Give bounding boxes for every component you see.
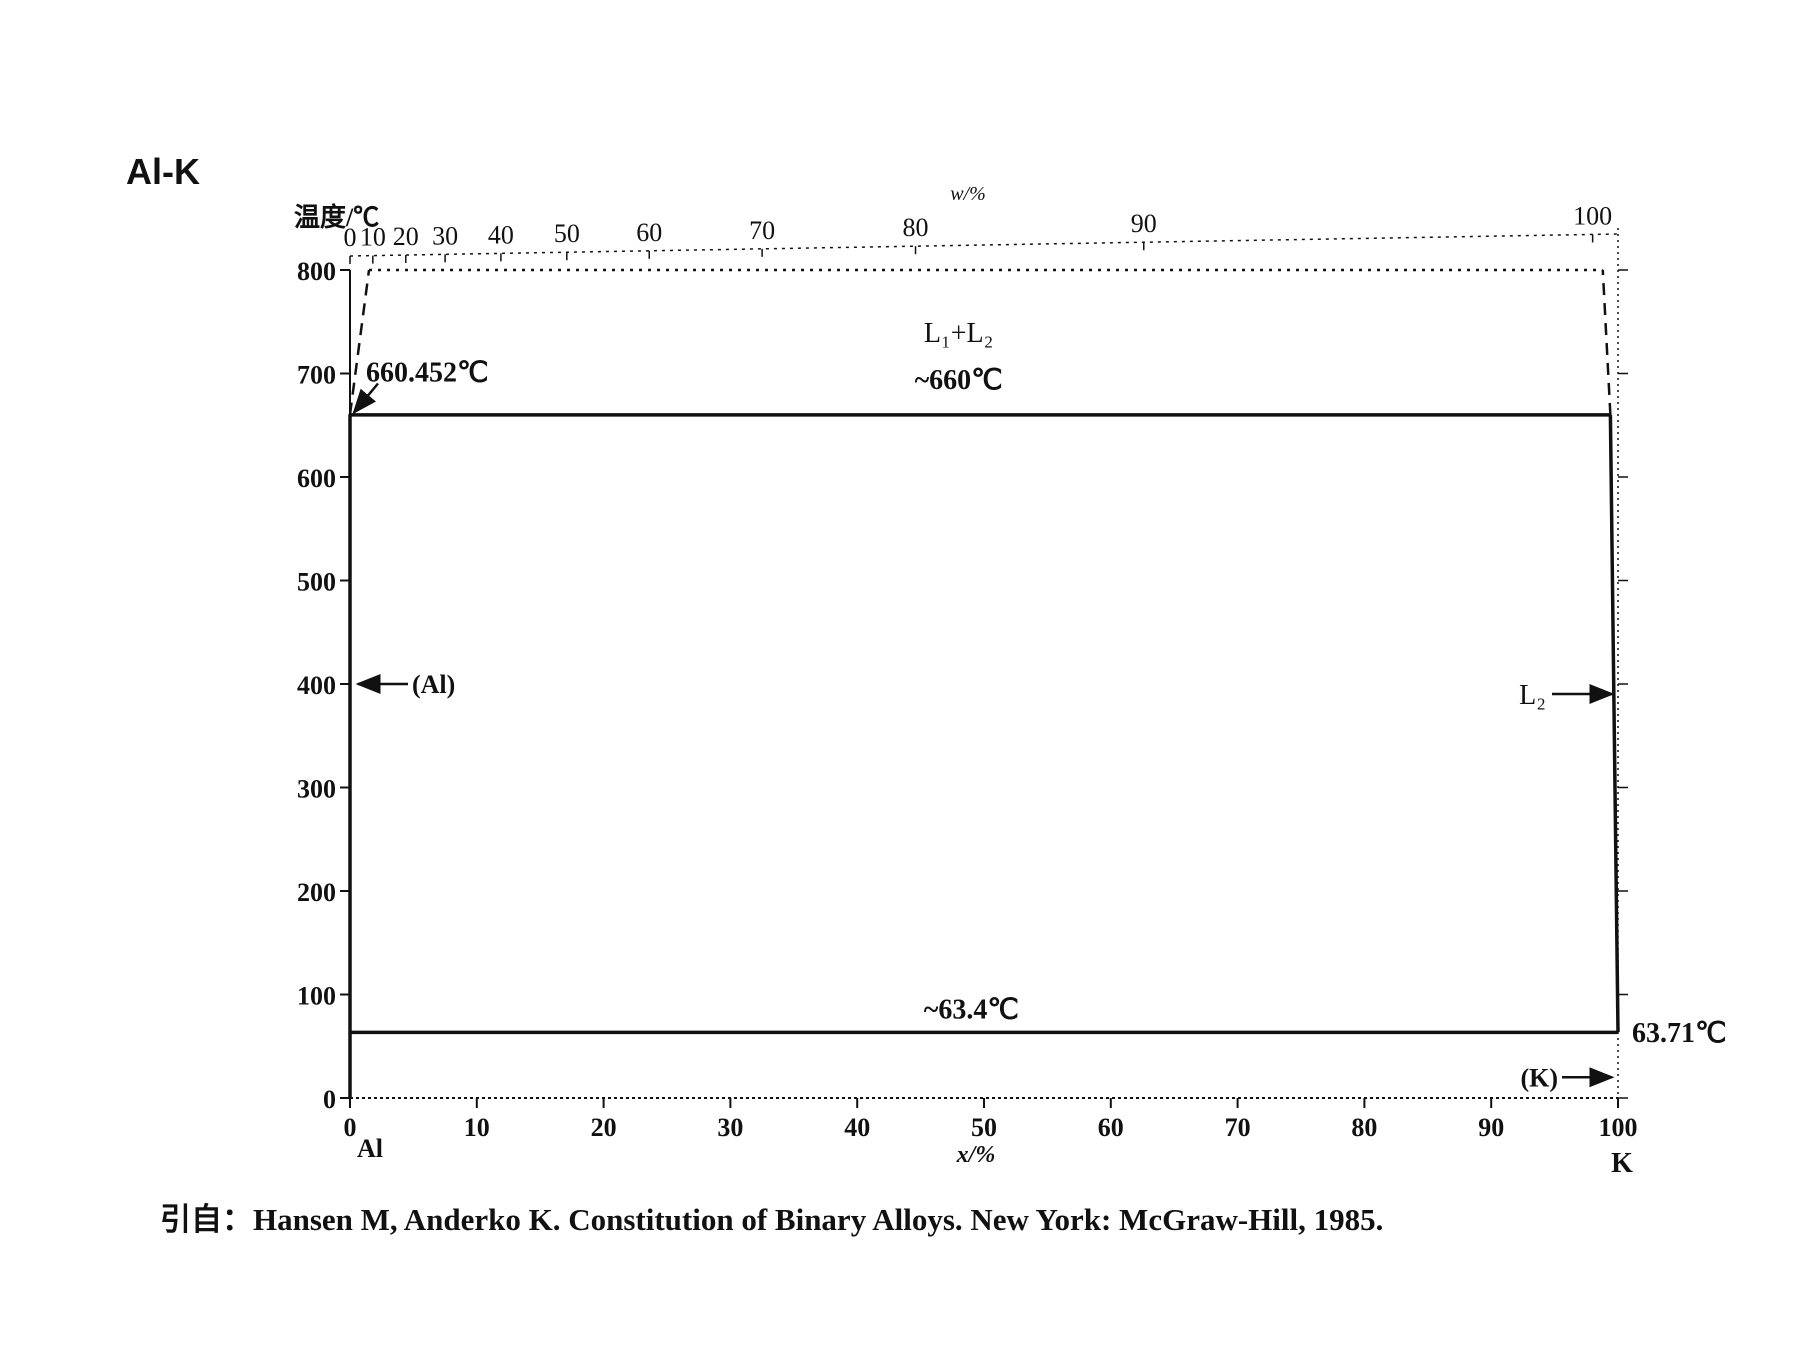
y-tick-label: 500 — [297, 568, 336, 597]
x-tick-label: 90 — [1478, 1113, 1504, 1142]
y-tick-label: 600 — [297, 464, 336, 493]
x-tick-label: 100 — [1599, 1113, 1638, 1142]
y-tick-label: 200 — [297, 878, 336, 907]
x-tick-label: 30 — [717, 1113, 743, 1142]
top-axis-line — [349, 233, 1619, 257]
y-tick-label: 800 — [297, 257, 336, 286]
top-tick-label: 10 — [360, 223, 386, 252]
annotation-arrows-group — [352, 382, 1615, 1088]
top-tick-label: 100 — [1573, 201, 1612, 230]
phase-label-k: (K) — [1520, 1063, 1558, 1092]
annotation-k-melting: 63.71℃ — [1632, 1018, 1726, 1049]
y-tick-label: 400 — [297, 671, 336, 700]
top-tick-label: 60 — [636, 218, 662, 247]
top-tick-label: 50 — [554, 219, 580, 248]
y-tick-label: 700 — [297, 361, 336, 390]
phase-boundaries-group — [348, 268, 1620, 1098]
phase-label-al: (Al) — [412, 670, 455, 699]
right-end-label-k: K — [1611, 1148, 1633, 1179]
citation-caption: 引自：Hansen M, Anderko K. Constitution of … — [160, 1202, 1383, 1237]
top-tick-label: 20 — [393, 222, 419, 251]
y-tick-label: 0 — [323, 1085, 336, 1114]
annotation-al-melting: 660.452℃ — [366, 358, 488, 389]
x-tick-label: 0 — [344, 1113, 357, 1142]
arrow-al-melting — [352, 382, 379, 415]
region-label-l1-l2: L₁+L₂ — [924, 318, 994, 349]
phase-label-l2: L₂ — [1519, 680, 1546, 711]
x-tick-label: 20 — [591, 1113, 617, 1142]
top-tick-label: 0 — [344, 223, 357, 252]
top-tick-label: 30 — [432, 221, 458, 250]
x-tick-label: 50 — [971, 1113, 997, 1142]
phase-boundary-dashed — [348, 269, 371, 415]
x-tick-label: 60 — [1098, 1113, 1124, 1142]
top-axis-label: w/% — [950, 183, 986, 205]
x-tick-label: 80 — [1351, 1113, 1377, 1142]
phase-boundary-solid — [1608, 414, 1620, 1033]
y-axis-label: 温度/℃ — [294, 202, 379, 232]
x-tick-label: 10 — [464, 1113, 490, 1142]
bottom-axis-label: x/% — [956, 1142, 996, 1168]
top-tick-label: 80 — [903, 213, 929, 242]
top-tick-label: 70 — [749, 216, 775, 245]
top-tick-label: 90 — [1131, 209, 1157, 238]
y-tick-label: 300 — [297, 775, 336, 804]
annotation-eutectic: ~63.4℃ — [924, 994, 1019, 1025]
top-tick-label: 40 — [488, 220, 514, 249]
phase-boundary-dashed — [1601, 269, 1612, 415]
x-tick-label: 70 — [1225, 1113, 1251, 1142]
chart-title: Al-K — [126, 151, 200, 192]
y-tick-label: 100 — [297, 982, 336, 1011]
left-end-label-al: Al — [357, 1134, 383, 1163]
x-tick-label: 40 — [844, 1113, 870, 1142]
annotation-monotectic: ~660℃ — [915, 365, 1003, 396]
